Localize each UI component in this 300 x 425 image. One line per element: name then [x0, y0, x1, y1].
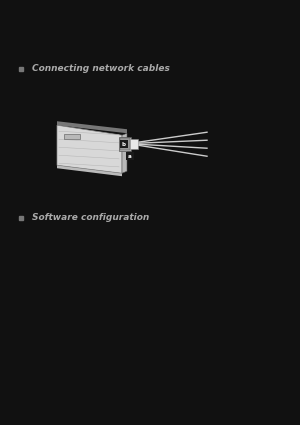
Text: b: b — [122, 142, 126, 147]
Polygon shape — [122, 133, 127, 173]
Polygon shape — [57, 125, 122, 173]
Text: a: a — [128, 154, 132, 159]
Bar — [19, 67, 23, 71]
Bar — [64, 134, 80, 139]
Bar — [19, 215, 23, 220]
Bar — [120, 138, 130, 150]
Bar — [130, 139, 138, 149]
Polygon shape — [57, 121, 127, 133]
Bar — [119, 137, 131, 151]
Bar — [126, 152, 134, 160]
Polygon shape — [57, 165, 122, 176]
Text: Connecting network cables: Connecting network cables — [32, 64, 170, 74]
Text: Software configuration: Software configuration — [32, 213, 149, 222]
Bar — [120, 140, 128, 148]
